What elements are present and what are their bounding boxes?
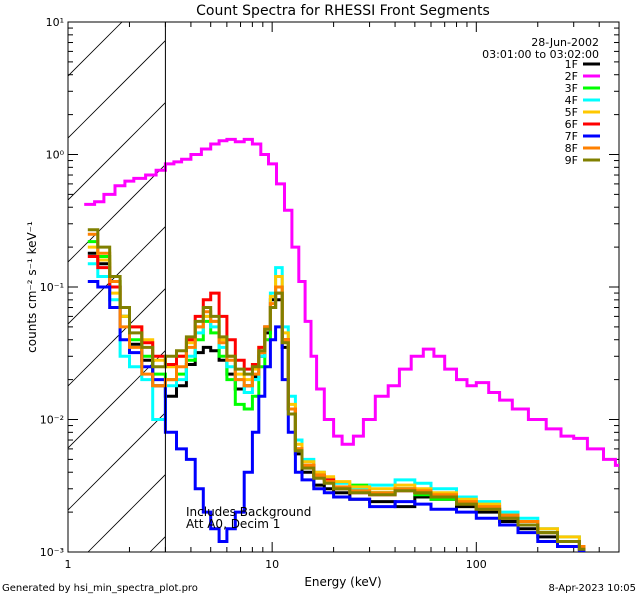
annotation-date: 28-Jun-2002	[531, 36, 599, 49]
legend-label-2f: 2F	[565, 70, 578, 83]
excluded-region-hatch	[0, 0, 166, 552]
y-axis-label: counts cm⁻² s⁻¹ keV⁻¹	[25, 221, 39, 353]
hatch-line	[68, 22, 123, 77]
x-axis-label: Energy (keV)	[304, 575, 381, 589]
annotation-time: 03:01:00 to 03:02:00	[482, 48, 599, 61]
hatch-line	[68, 226, 166, 325]
legend-label-7f: 7F	[565, 130, 578, 143]
series-9f	[87, 228, 586, 551]
hatch-line	[68, 164, 166, 263]
y-tick-label: 10⁻¹	[40, 281, 64, 294]
legend-label-6f: 6F	[565, 118, 578, 131]
plot-frame	[67, 21, 620, 553]
hatch-line	[0, 0, 28, 552]
hatch-line	[68, 412, 166, 511]
legend-label-9f: 9F	[565, 154, 578, 167]
y-tick-label: 10¹	[46, 16, 64, 29]
x-tick-label: 1	[65, 558, 72, 571]
series-8f	[87, 232, 586, 548]
legend-label-3f: 3F	[565, 82, 578, 95]
footer-timestamp: 8-Apr-2023 10:05	[548, 583, 636, 594]
y-tick-label: 10⁻²	[40, 414, 64, 427]
hatch-line	[68, 40, 166, 139]
hatch-line	[68, 288, 166, 387]
note-background: Includes Background	[186, 505, 311, 519]
series-4f	[87, 262, 586, 548]
legend-label-8f: 8F	[565, 142, 578, 155]
y-tick-label: 10⁻³	[40, 546, 64, 559]
legend-label-1f: 1F	[565, 58, 578, 71]
footer-generated-by: Generated by hsi_min_spectra_plot.pro	[2, 583, 198, 594]
hatch-line	[68, 350, 166, 449]
x-tick-label: 10	[265, 558, 279, 571]
series-3f	[87, 240, 586, 548]
x-tick-label: 100	[466, 558, 487, 571]
chart-title: Count Spectra for RHESSI Front Segments	[196, 3, 490, 19]
legend-label-4f: 4F	[565, 94, 578, 107]
y-tick-label: 10⁰	[46, 149, 65, 162]
y-axis-ticks: 10⁻³ 10⁻² 10⁻¹ 10⁰ 10¹	[40, 16, 619, 559]
series-2f	[84, 137, 619, 467]
note-attenuator: Att A0, Decim 1	[186, 517, 280, 531]
hatch-line	[0, 0, 90, 552]
legend-label-5f: 5F	[565, 106, 578, 119]
hatch-line	[68, 102, 166, 201]
series-lines	[84, 137, 619, 552]
hatch-line	[87, 474, 166, 552]
series-6f	[87, 255, 586, 551]
